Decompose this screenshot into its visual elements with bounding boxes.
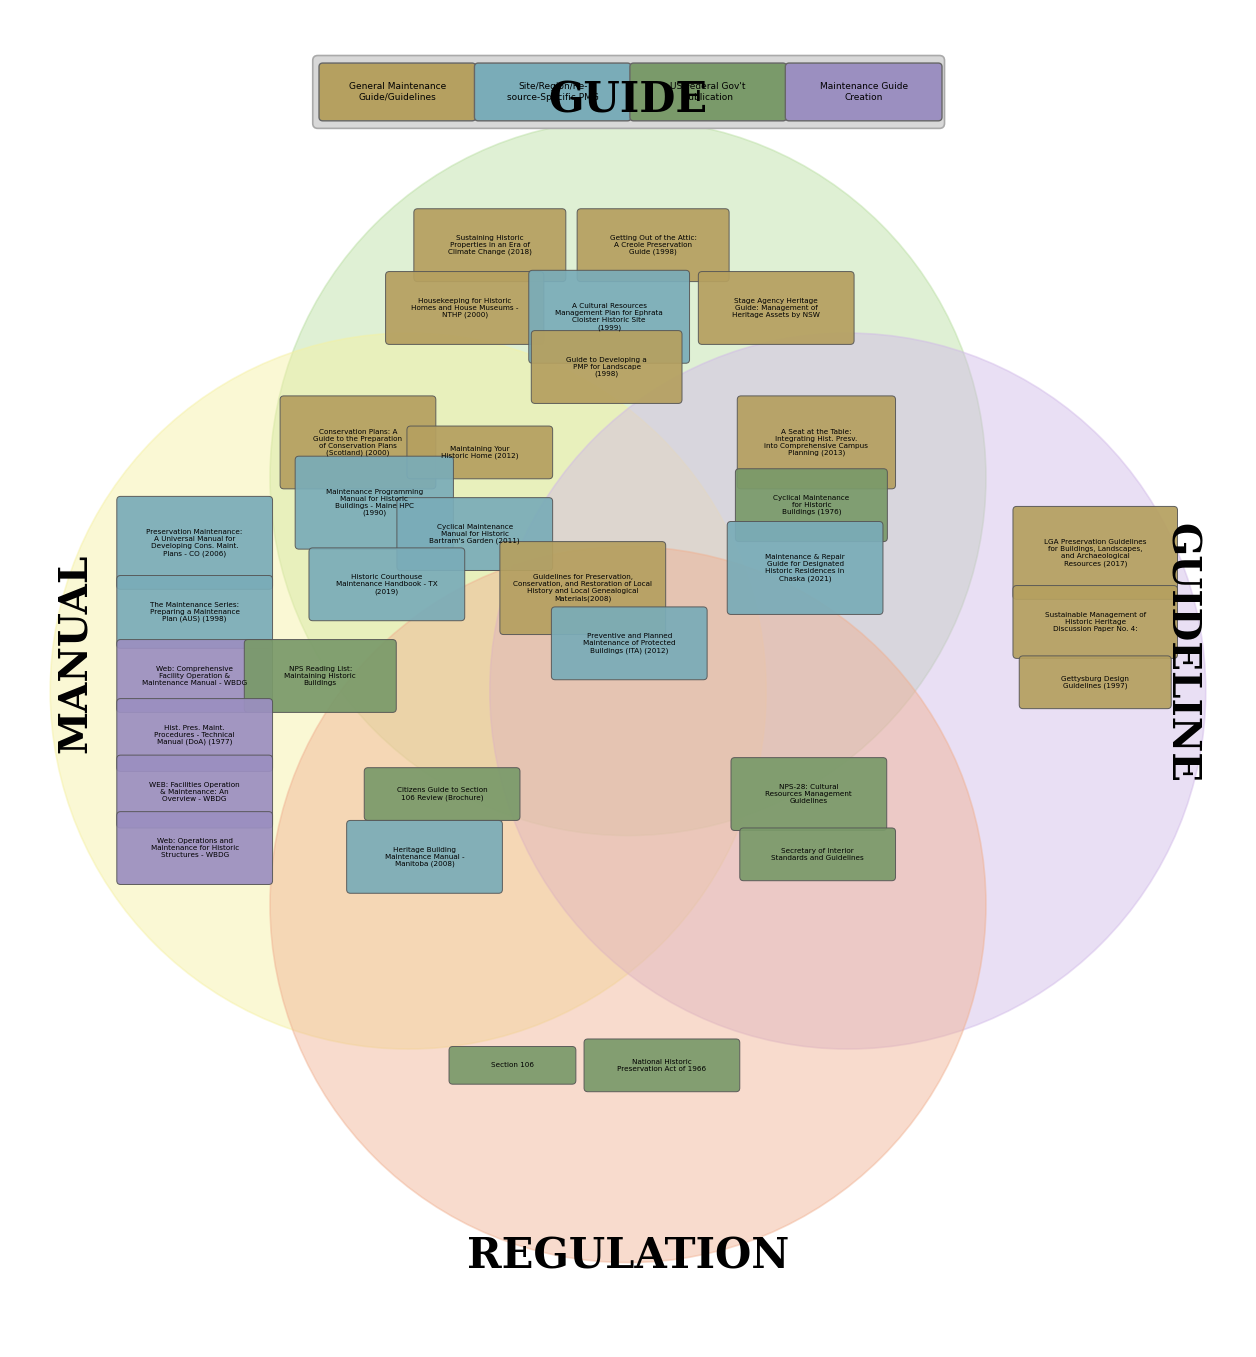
FancyBboxPatch shape — [309, 548, 465, 620]
FancyBboxPatch shape — [117, 754, 273, 828]
Text: Maintenance Guide
Creation: Maintenance Guide Creation — [820, 83, 908, 102]
Circle shape — [270, 119, 986, 836]
FancyBboxPatch shape — [295, 456, 453, 550]
FancyBboxPatch shape — [578, 209, 730, 282]
Text: Getting Out of the Attic:
A Creole Preservation
Guide (1998): Getting Out of the Attic: A Creole Prese… — [609, 235, 697, 255]
FancyBboxPatch shape — [280, 396, 436, 489]
FancyBboxPatch shape — [785, 62, 942, 121]
Text: GUIDELINE: GUIDELINE — [1162, 524, 1199, 783]
FancyBboxPatch shape — [1012, 586, 1178, 658]
FancyBboxPatch shape — [386, 271, 544, 345]
Text: Gettysburg Design
Guidelines (1997): Gettysburg Design Guidelines (1997) — [1061, 676, 1129, 689]
Text: Web: Comprehensive
Facility Operation &
Maintenance Manual - WBDG: Web: Comprehensive Facility Operation & … — [142, 666, 247, 687]
Text: Hist. Pres. Maint.
Procedures - Technical
Manual (DoA) (1977): Hist. Pres. Maint. Procedures - Technica… — [154, 725, 235, 745]
FancyBboxPatch shape — [117, 699, 273, 771]
Text: Preservation Maintenance:
A Universal Manual for
Developing Cons. Maint.
Plans -: Preservation Maintenance: A Universal Ma… — [147, 529, 242, 556]
Text: Maintaining Your
Historic Home (2012): Maintaining Your Historic Home (2012) — [441, 445, 519, 459]
Text: Preventive and Planned
Maintenance of Protected
Buildings (ITA) (2012): Preventive and Planned Maintenance of Pr… — [583, 634, 676, 654]
Text: Cyclical Maintenance
for Historic
Buildings (1976): Cyclical Maintenance for Historic Buildi… — [774, 495, 849, 516]
Text: Guide to Developing a
PMP for Landscape
(1998): Guide to Developing a PMP for Landscape … — [566, 357, 647, 377]
FancyBboxPatch shape — [584, 1039, 740, 1092]
Text: Heritage Building
Maintenance Manual -
Manitoba (2008): Heritage Building Maintenance Manual - M… — [384, 847, 465, 867]
FancyBboxPatch shape — [117, 811, 273, 885]
Text: Cyclical Maintenance
Manual for Historic
Bartram's Garden (2011): Cyclical Maintenance Manual for Historic… — [430, 524, 520, 544]
Text: Guidelines for Preservation,
Conservation, and Restoration of Local
History and : Guidelines for Preservation, Conservatio… — [514, 574, 652, 601]
Circle shape — [270, 547, 986, 1262]
Text: Historic Courthouse
Maintenance Handbook - TX
(2019): Historic Courthouse Maintenance Handbook… — [335, 574, 438, 594]
Text: Sustaining Historic
Properties in an Era of
Climate Change (2018): Sustaining Historic Properties in an Era… — [448, 235, 531, 255]
Text: Sustainable Management of
Historic Heritage
Discussion Paper No. 4:: Sustainable Management of Historic Herit… — [1045, 612, 1145, 632]
Circle shape — [490, 332, 1206, 1049]
FancyBboxPatch shape — [529, 270, 690, 364]
Text: Web: Operations and
Maintenance for Historic
Structures - WBDG: Web: Operations and Maintenance for Hist… — [151, 839, 239, 858]
FancyBboxPatch shape — [727, 521, 883, 615]
FancyBboxPatch shape — [475, 62, 632, 121]
Text: Housekeeping for Historic
Homes and House Museums -
NTHP (2000): Housekeeping for Historic Homes and Hous… — [411, 297, 519, 319]
FancyBboxPatch shape — [117, 639, 273, 712]
Text: Citizens Guide to Section
106 Review (Brochure): Citizens Guide to Section 106 Review (Br… — [397, 787, 487, 801]
Text: GUIDE: GUIDE — [549, 80, 707, 122]
FancyBboxPatch shape — [1020, 655, 1172, 708]
FancyBboxPatch shape — [244, 639, 397, 712]
Text: LGA Preservation Guidelines
for Buildings, Landscapes,
and Archaeological
Resour: LGA Preservation Guidelines for Building… — [1044, 539, 1147, 567]
FancyBboxPatch shape — [414, 209, 565, 282]
Text: A Cultural Resources
Management Plan for Ephrata
Cloister Historic Site
(1999): A Cultural Resources Management Plan for… — [555, 303, 663, 331]
Text: Section 106: Section 106 — [491, 1063, 534, 1068]
FancyBboxPatch shape — [1012, 506, 1178, 600]
FancyBboxPatch shape — [364, 768, 520, 821]
Text: US Federal Gov't
Publication: US Federal Gov't Publication — [671, 83, 746, 102]
FancyBboxPatch shape — [698, 271, 854, 345]
FancyBboxPatch shape — [319, 62, 476, 121]
FancyBboxPatch shape — [531, 331, 682, 403]
FancyBboxPatch shape — [737, 396, 896, 489]
FancyBboxPatch shape — [407, 426, 553, 479]
Text: MANUAL: MANUAL — [57, 554, 94, 753]
Circle shape — [50, 332, 766, 1049]
Text: NPS Reading List:
Maintaining Historic
Buildings: NPS Reading List: Maintaining Historic B… — [284, 666, 357, 687]
Text: Site/Region/Re-
source-Specific PMG: Site/Region/Re- source-Specific PMG — [507, 83, 599, 102]
FancyBboxPatch shape — [397, 498, 553, 570]
FancyBboxPatch shape — [347, 821, 502, 893]
Text: Stage Agency Heritage
Guide: Management of
Heritage Assets by NSW: Stage Agency Heritage Guide: Management … — [732, 299, 820, 318]
Text: Conservation Plans: A
Guide to the Preparation
of Conservation Plans
(Scotland) : Conservation Plans: A Guide to the Prepa… — [314, 429, 402, 456]
Text: Secretary of Interior
Standards and Guidelines: Secretary of Interior Standards and Guid… — [771, 848, 864, 860]
Text: General Maintenance
Guide/Guidelines: General Maintenance Guide/Guidelines — [349, 83, 446, 102]
FancyBboxPatch shape — [629, 62, 786, 121]
Text: A Seat at the Table:
Integrating Hist. Presv.
into Comprehensive Campus
Planning: A Seat at the Table: Integrating Hist. P… — [765, 429, 868, 456]
Text: National Historic
Preservation Act of 1966: National Historic Preservation Act of 19… — [618, 1058, 706, 1072]
FancyBboxPatch shape — [551, 607, 707, 680]
Text: WEB: Facilities Operation
& Maintenance: An
Overview - WBDG: WEB: Facilities Operation & Maintenance:… — [149, 782, 240, 802]
FancyBboxPatch shape — [740, 828, 896, 881]
FancyBboxPatch shape — [731, 757, 887, 830]
Text: NPS-28: Cultural
Resources Management
Guidelines: NPS-28: Cultural Resources Management Gu… — [765, 784, 853, 805]
FancyBboxPatch shape — [450, 1046, 575, 1084]
FancyBboxPatch shape — [313, 56, 945, 129]
FancyBboxPatch shape — [117, 497, 273, 589]
FancyBboxPatch shape — [500, 541, 666, 635]
FancyBboxPatch shape — [117, 575, 273, 649]
Text: REGULATION: REGULATION — [467, 1235, 789, 1277]
Text: Maintenance & Repair
Guide for Designated
Historic Residences in
Chaska (2021): Maintenance & Repair Guide for Designate… — [765, 554, 845, 582]
Text: The Maintenance Series:
Preparing a Maintenance
Plan (AUS) (1998): The Maintenance Series: Preparing a Main… — [149, 601, 240, 622]
Text: Maintenance Programming
Manual for Historic
Buildings - Maine HPC
(1990): Maintenance Programming Manual for Histo… — [325, 489, 423, 517]
FancyBboxPatch shape — [736, 468, 887, 541]
